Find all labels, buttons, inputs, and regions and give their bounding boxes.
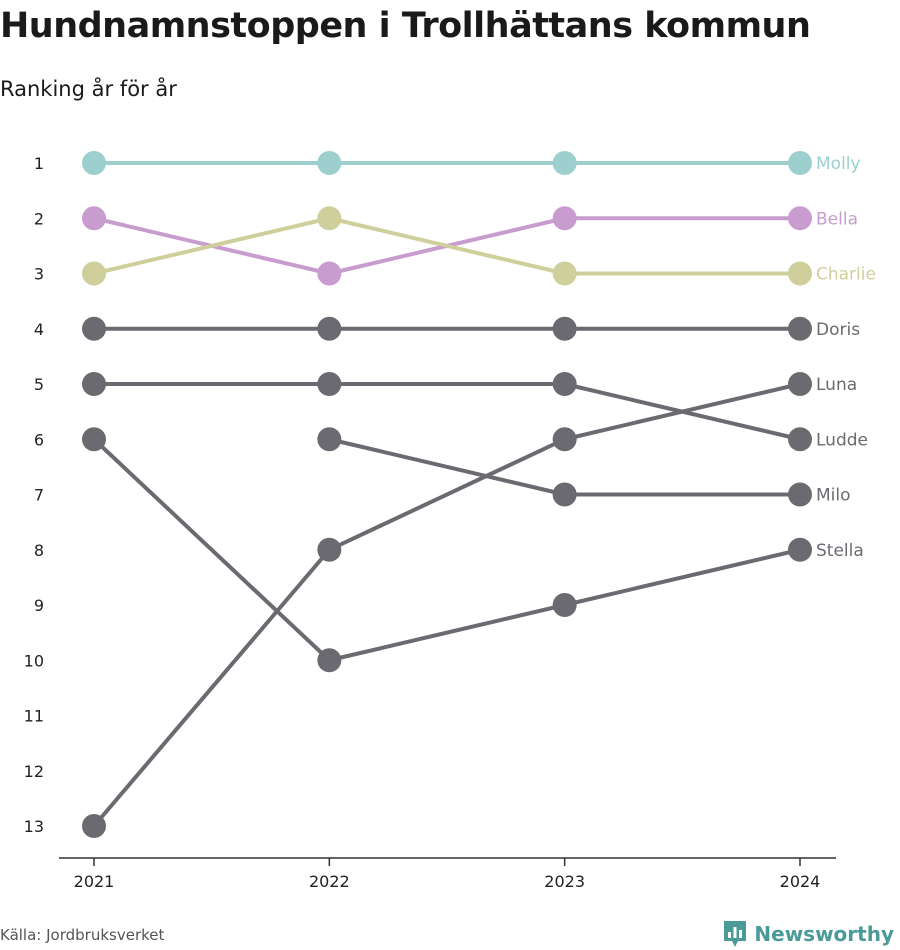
data-point-ludde: [788, 427, 812, 452]
y-tick-label: 13: [24, 817, 44, 836]
data-point-doris: [788, 316, 812, 341]
y-tick-label: 10: [24, 651, 44, 670]
series-line-ludde: [94, 382, 801, 442]
data-point-bella: [552, 206, 577, 231]
y-tick-label: 2: [34, 209, 44, 228]
series-label-charlie: Charlie: [816, 265, 876, 285]
data-point-charlie: [552, 261, 577, 286]
y-tick-label: 4: [34, 320, 44, 339]
data-point-doris: [317, 316, 342, 341]
data-point-ludde: [552, 372, 577, 396]
series-label-luna: Luna: [816, 375, 857, 395]
series-luna: Luna: [82, 372, 857, 838]
series-doris: Doris: [82, 316, 860, 341]
series-line-luna: [92, 382, 801, 828]
series-molly: Molly: [82, 151, 861, 175]
newsworthy-chart-icon: [724, 921, 747, 947]
data-point-milo: [788, 482, 812, 507]
data-point-ludde: [317, 372, 342, 396]
data-point-bella: [82, 206, 106, 231]
x-tick-label: 2024: [780, 872, 821, 891]
data-point-doris: [82, 316, 106, 341]
data-point-milo: [552, 482, 577, 507]
data-point-bella: [317, 261, 342, 286]
series-label-doris: Doris: [816, 320, 860, 340]
y-tick-label: 7: [34, 486, 44, 505]
data-point-stella: [317, 648, 342, 673]
data-point-stella: [552, 593, 577, 617]
brand-logo: Newsworthy: [722, 918, 894, 950]
series-label-stella: Stella: [816, 541, 864, 561]
chart-title: Hundnamnstoppen i Trollhättans kommun: [0, 6, 811, 46]
source-note: Källa: Jordbruksverket: [0, 926, 165, 944]
data-point-luna: [552, 427, 577, 452]
chart-subtitle: Ranking år för år: [0, 77, 177, 101]
data-point-stella: [82, 427, 106, 452]
series-label-ludde: Ludde: [816, 430, 868, 450]
y-tick-label: 12: [24, 762, 44, 781]
x-tick-label: 2022: [309, 872, 350, 891]
series-line-charlie: [93, 216, 800, 276]
x-tick-label: 2023: [544, 872, 585, 891]
y-tick-label: 1: [34, 154, 44, 173]
y-tick-label: 8: [34, 541, 44, 560]
series-charlie: Charlie: [82, 206, 876, 286]
data-point-doris: [552, 316, 577, 341]
y-tick-label: 11: [24, 707, 44, 726]
x-tick-label: 2021: [74, 872, 115, 891]
y-tick-label: 3: [34, 265, 44, 284]
data-point-milo: [317, 427, 342, 452]
x-axis: 2021 2022 2023 2024: [59, 857, 836, 891]
data-point-molly: [82, 151, 106, 175]
data-point-luna: [788, 372, 812, 396]
data-point-molly: [552, 151, 577, 175]
data-point-bella: [788, 206, 812, 231]
series-label-bella: Bella: [816, 209, 858, 229]
data-point-charlie: [82, 261, 106, 286]
data-point-luna: [82, 814, 106, 838]
data-point-molly: [317, 151, 342, 175]
data-point-charlie: [788, 261, 812, 286]
data-point-molly: [788, 151, 812, 175]
series-label-milo: Milo: [816, 486, 851, 506]
data-point-luna: [317, 537, 342, 562]
y-tick-label: 9: [34, 596, 44, 615]
data-point-ludde: [82, 372, 106, 396]
series-stella: Stella: [82, 427, 864, 673]
series-line-stella: [92, 437, 801, 663]
series-layer: Doris Luna Ludde Milo Stella Molly Bella Charli…: [82, 151, 876, 838]
y-tick-label: 5: [34, 375, 44, 394]
brand-name: Newsworthy: [754, 922, 894, 946]
y-tick-label: 6: [34, 430, 44, 449]
data-point-stella: [788, 537, 812, 562]
series-milo: Milo: [317, 427, 851, 507]
data-point-charlie: [317, 206, 342, 231]
series-ludde: Ludde: [82, 372, 868, 452]
series-label-molly: Molly: [816, 154, 861, 174]
